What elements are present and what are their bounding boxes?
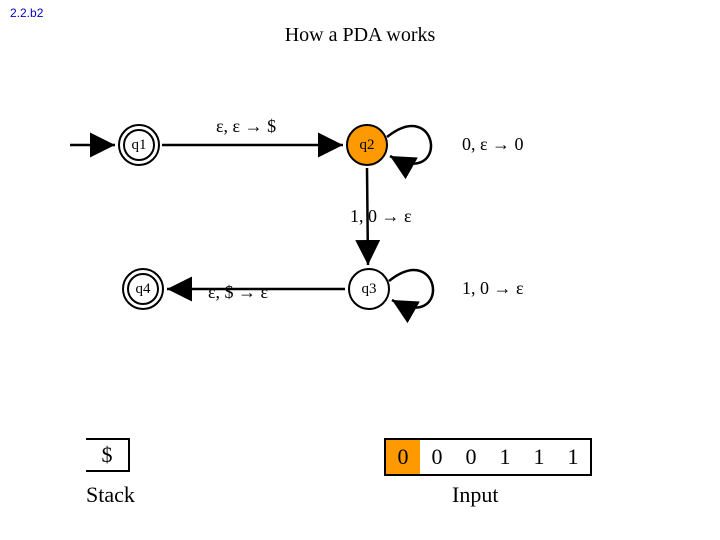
state-q4-label: q4 [136,281,151,298]
state-q1: q1 [118,124,160,166]
edge-q1-q2-label: ε, ε → $ [216,116,276,137]
input-cell: 0 [420,440,454,474]
state-q1-label: q1 [132,137,147,154]
input-cell: 0 [454,440,488,474]
input-cell: 1 [522,440,556,474]
input-caption: Input [452,482,498,508]
edge-q2-q3-label: 1, 0 → ε [350,206,412,227]
input-cell: 0 [386,440,420,474]
edge-q3-loop-label: 1, 0 → ε [462,278,524,299]
state-q2-label: q2 [360,137,375,154]
stack-caption: Stack [86,482,135,508]
state-q3-label: q3 [362,281,377,298]
stack-cell: $ [86,438,130,472]
input-tape: 000111 [384,438,592,476]
state-q2: q2 [346,124,388,166]
input-cell: 1 [488,440,522,474]
edge-q2-loop-label: 0, ε → 0 [462,134,524,155]
input-cell: 1 [556,440,590,474]
edge-q3-q4-label: ε, $ → ε [208,282,268,303]
state-q4: q4 [122,268,164,310]
state-q3: q3 [348,268,390,310]
